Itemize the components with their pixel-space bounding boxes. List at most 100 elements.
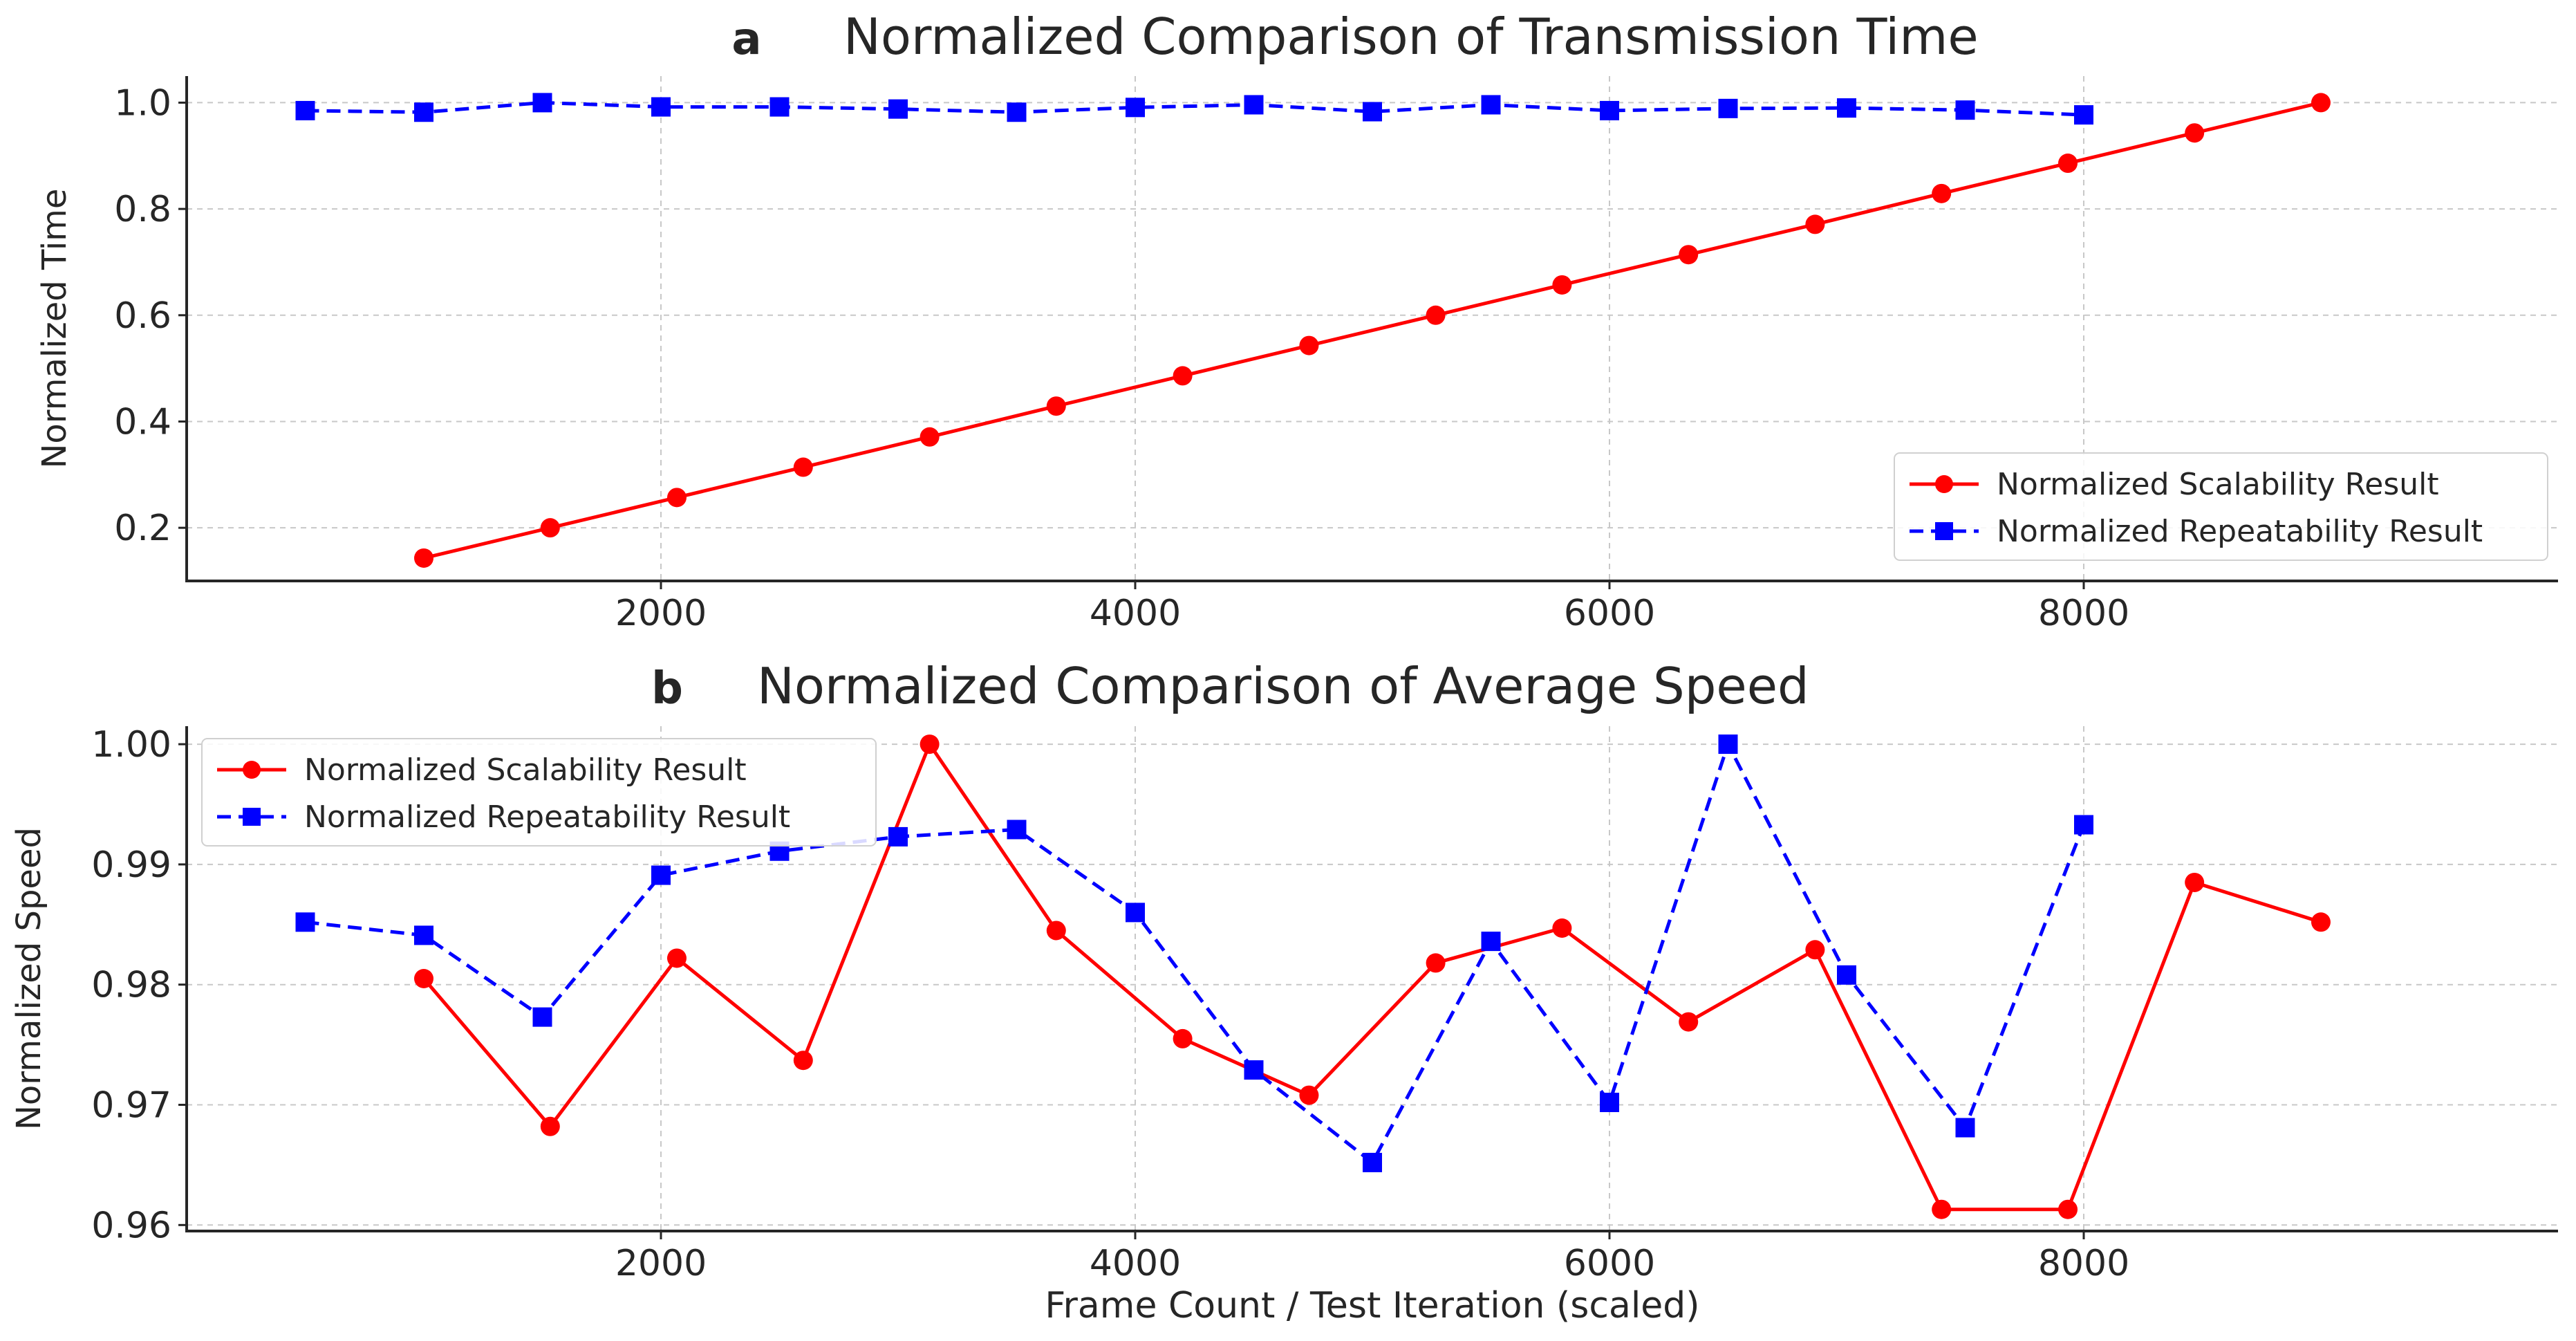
data-point-repeatability-12-a bbox=[1718, 98, 1738, 118]
series-line-repeatability-b bbox=[305, 742, 2086, 1165]
data-point-scalability-5-b bbox=[1046, 921, 1066, 941]
data-point-scalability-4-a bbox=[920, 427, 940, 447]
data-point-scalability-15-b bbox=[2311, 912, 2331, 932]
series-markers-a bbox=[295, 93, 2331, 568]
ticks-b: 2000 4000 6000 8000 0.96 0.97 0.98 0.99 1.00 bbox=[91, 724, 2129, 1284]
data-point-scalability-9-b bbox=[1552, 918, 1572, 938]
x-tick-label-6000-b: 6000 bbox=[1564, 1243, 1655, 1284]
data-point-scalability-13-b bbox=[2058, 1199, 2078, 1219]
data-point-scalability-7-b bbox=[1299, 1085, 1319, 1105]
data-point-repeatability-0-b bbox=[295, 912, 315, 932]
series-line-repeatability-a bbox=[305, 100, 2084, 117]
y-tick-label-1-a: 0.4 bbox=[114, 401, 171, 443]
legend-marker-scalability-a bbox=[1935, 475, 1953, 493]
data-point-repeatability-10-a bbox=[1481, 95, 1501, 115]
chart-title-a: Normalized Comparison of Transmission Ti… bbox=[843, 8, 1979, 66]
data-point-scalability-1-b bbox=[540, 1116, 560, 1136]
data-point-scalability-11-a bbox=[1805, 214, 1825, 234]
data-point-repeatability-2-b bbox=[532, 1007, 552, 1027]
data-point-scalability-8-a bbox=[1426, 305, 1446, 325]
data-point-repeatability-7-a bbox=[1126, 98, 1145, 118]
data-point-repeatability-5-b bbox=[888, 826, 908, 847]
legend-marker-scalability-b bbox=[243, 761, 261, 779]
data-point-repeatability-4-a bbox=[769, 97, 790, 117]
legend-entry-repeatability-a: Normalized Repeatability Result bbox=[1997, 514, 2483, 549]
panel-b: 2000 4000 6000 8000 0.96 0.97 0.98 0.99 1.00 b N… bbox=[10, 657, 2558, 1326]
data-point-scalability-12-b bbox=[1932, 1199, 1952, 1219]
data-point-repeatability-8-b bbox=[1244, 1060, 1264, 1080]
data-point-repeatability-6-a bbox=[1007, 102, 1027, 122]
data-point-scalability-14-b bbox=[2185, 872, 2205, 892]
data-point-repeatability-15-a bbox=[2074, 105, 2093, 125]
panel-label-a: a bbox=[731, 14, 761, 65]
data-point-scalability-0-b bbox=[414, 969, 433, 988]
x-tick-label-6000-a: 6000 bbox=[1564, 593, 1655, 634]
data-point-repeatability-13-a bbox=[1837, 98, 1856, 118]
data-point-repeatability-11-a bbox=[1600, 100, 1619, 120]
y-tick-label-4-a: 1.0 bbox=[114, 82, 171, 124]
y-tick-label-0-b: 0.96 bbox=[91, 1205, 171, 1246]
x-tick-label-2000-b: 2000 bbox=[615, 1243, 707, 1284]
data-point-scalability-5-a bbox=[1046, 396, 1066, 416]
data-point-scalability-3-a bbox=[793, 457, 813, 477]
legend-box-a bbox=[1894, 452, 2548, 561]
data-point-scalability-6-a bbox=[1173, 366, 1193, 386]
data-point-repeatability-5-a bbox=[888, 99, 908, 119]
data-point-repeatability-10-b bbox=[1481, 932, 1501, 952]
data-point-repeatability-1-b bbox=[414, 925, 433, 945]
data-point-scalability-4-b bbox=[920, 734, 940, 755]
data-point-scalability-0-a bbox=[414, 548, 433, 568]
data-point-repeatability-6-b bbox=[1007, 820, 1027, 840]
data-point-scalability-1-a bbox=[540, 518, 560, 538]
data-point-scalability-11-b bbox=[1805, 940, 1825, 960]
legend-entry-scalability-b: Normalized Scalability Result bbox=[304, 752, 747, 788]
data-point-repeatability-9-b bbox=[1363, 1152, 1382, 1172]
x-tick-label-4000-b: 4000 bbox=[1090, 1243, 1181, 1284]
y-tick-label-4-b: 1.00 bbox=[91, 724, 171, 766]
data-point-repeatability-7-b bbox=[1126, 903, 1145, 923]
legend-marker-repeatability-a bbox=[1935, 522, 1953, 540]
x-tick-label-8000-a: 8000 bbox=[2038, 593, 2129, 634]
data-point-scalability-9-a bbox=[1552, 275, 1572, 295]
data-point-scalability-15-a bbox=[2311, 93, 2331, 113]
data-point-repeatability-3-a bbox=[651, 97, 671, 117]
panel-label-b: b bbox=[651, 663, 683, 714]
y-tick-label-3-b: 0.99 bbox=[91, 844, 171, 886]
ticks-a: 2000 4000 6000 8000 0.2 0.4 0.6 0.8 1.0 bbox=[114, 82, 2129, 634]
legend-box-b bbox=[201, 738, 877, 847]
x-tick-label-4000-a: 4000 bbox=[1090, 593, 1181, 634]
legend-a: Normalized Scalability Result Normalized… bbox=[1894, 452, 2548, 561]
y-axis-label-a: Normalized Time bbox=[35, 189, 74, 469]
y-tick-label-0-a: 0.2 bbox=[114, 508, 171, 549]
data-point-scalability-8-b bbox=[1426, 953, 1446, 973]
series-lines-b bbox=[305, 742, 2322, 1212]
data-point-repeatability-11-b bbox=[1600, 1093, 1619, 1113]
data-point-repeatability-3-b bbox=[651, 865, 671, 885]
data-point-scalability-7-a bbox=[1299, 335, 1319, 355]
x-tick-label-2000-a: 2000 bbox=[615, 593, 707, 634]
series-line-scalability-a bbox=[423, 100, 2322, 560]
y-tick-label-2-a: 0.6 bbox=[114, 295, 171, 337]
legend-marker-repeatability-b bbox=[243, 808, 261, 826]
data-point-scalability-6-b bbox=[1173, 1028, 1193, 1048]
data-point-repeatability-2-a bbox=[532, 93, 552, 113]
data-point-repeatability-14-b bbox=[1955, 1118, 1975, 1138]
data-point-repeatability-8-a bbox=[1244, 95, 1264, 115]
data-point-scalability-13-a bbox=[2058, 154, 2078, 174]
series-lines-a bbox=[305, 100, 2322, 560]
y-axis-label-b: Normalized Speed bbox=[10, 827, 48, 1130]
data-point-repeatability-13-b bbox=[1837, 965, 1856, 985]
panel-a: 2000 4000 6000 8000 0.2 0.4 0.6 0.8 1.0 a Normal… bbox=[35, 8, 2558, 634]
legend-entry-repeatability-b: Normalized Repeatability Result bbox=[304, 799, 790, 835]
x-axis-label-b: Frame Count / Test Iteration (scaled) bbox=[1045, 1285, 1699, 1326]
legend-entry-scalability-a: Normalized Scalability Result bbox=[1997, 467, 2439, 502]
series-line-scalability-b bbox=[422, 742, 2322, 1212]
data-point-repeatability-1-a bbox=[414, 102, 433, 122]
data-point-scalability-2-a bbox=[666, 488, 687, 508]
data-point-scalability-14-a bbox=[2185, 123, 2205, 143]
axes-a bbox=[185, 76, 2558, 582]
data-point-scalability-3-b bbox=[793, 1051, 813, 1071]
data-point-scalability-2-b bbox=[666, 948, 687, 968]
data-point-repeatability-9-a bbox=[1363, 102, 1382, 122]
